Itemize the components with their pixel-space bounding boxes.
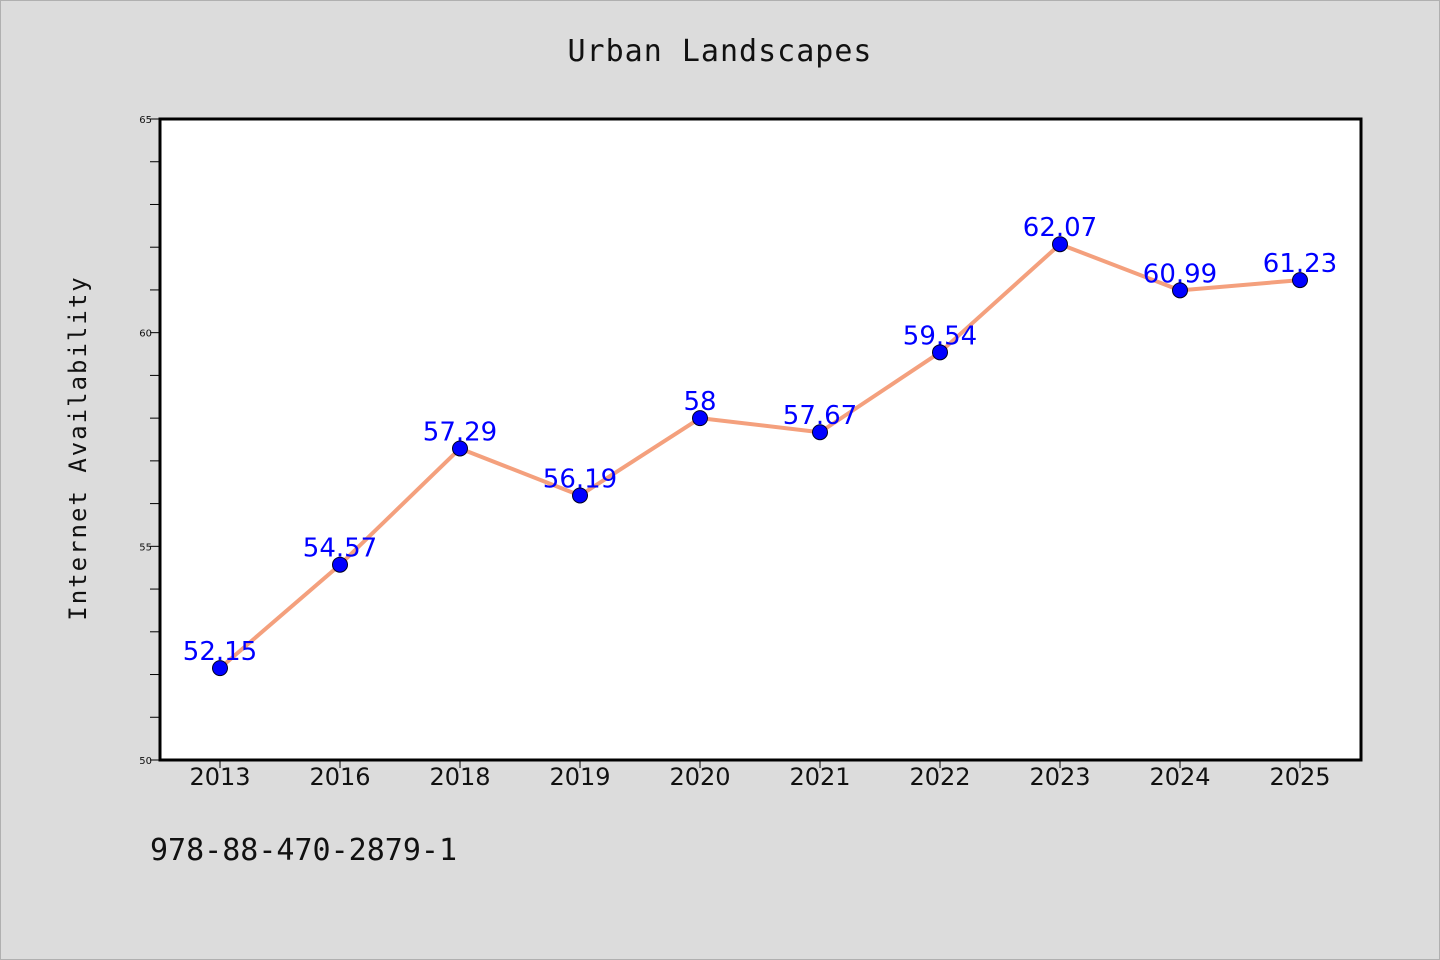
chart-title: Urban Landscapes xyxy=(567,34,873,69)
x-tick-label: 2020 xyxy=(669,763,730,791)
x-tick-label: 2016 xyxy=(309,763,370,791)
y-tick-label: 50 xyxy=(139,756,152,767)
data-point xyxy=(692,410,708,427)
x-tick-label: 2018 xyxy=(429,763,490,791)
y-tick-label: 65 xyxy=(139,115,152,126)
data-point xyxy=(1172,282,1188,299)
series-line xyxy=(218,242,1302,671)
x-tick-label: 2024 xyxy=(1149,763,1210,791)
x-tick-label: 2013 xyxy=(189,763,250,791)
y-tick-label: 55 xyxy=(139,542,152,553)
data-point xyxy=(1292,272,1308,289)
x-tick-label: 2023 xyxy=(1029,763,1090,791)
data-point xyxy=(572,487,588,504)
y-axis: 50 55 60 65 xyxy=(139,115,160,767)
x-tick-label: 2021 xyxy=(789,763,850,791)
plot-area xyxy=(158,117,1363,762)
data-point xyxy=(1052,236,1068,253)
y-axis-label: Internet Availability xyxy=(64,275,92,620)
footer-code: 978-88-470-2879-1 xyxy=(150,833,458,868)
x-tick-label: 2019 xyxy=(549,763,610,791)
data-point xyxy=(452,440,468,457)
x-tick-label: 2025 xyxy=(1269,763,1330,791)
x-tick-label: 2022 xyxy=(909,763,970,791)
x-axis: 2013 2016 2018 2019 2020 2021 2022 2023 2024 2025 xyxy=(189,760,1331,791)
y-tick-label: 60 xyxy=(139,329,152,340)
data-point xyxy=(212,660,228,677)
data-point xyxy=(332,556,348,573)
data-point xyxy=(812,424,828,441)
data-point xyxy=(932,344,948,361)
